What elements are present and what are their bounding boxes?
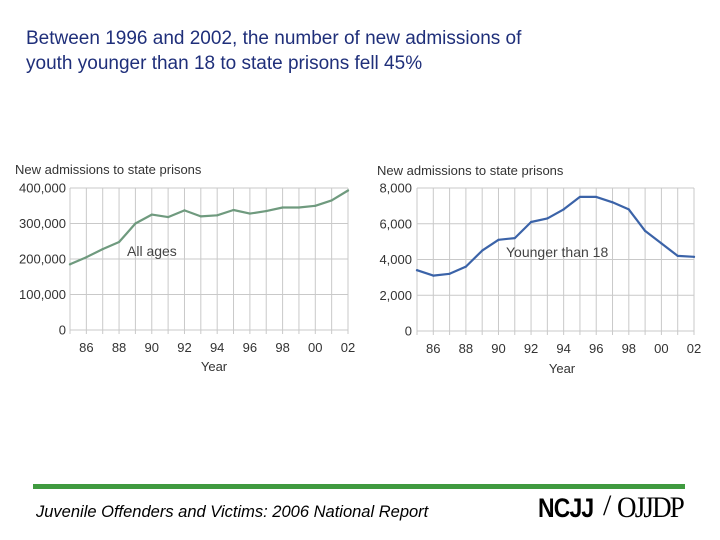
data-point xyxy=(199,215,202,218)
data-point xyxy=(676,254,679,258)
x-tick-label: 92 xyxy=(524,341,538,356)
x-tick-label: 94 xyxy=(556,341,570,356)
footer-report-title: Juvenile Offenders and Victims: 2006 Nat… xyxy=(36,503,429,521)
chart-under-18: New admissions to state prisons 8,000 6,00… xyxy=(377,163,701,376)
data-point xyxy=(464,265,467,268)
x-tick-label: 86 xyxy=(426,341,440,356)
data-point xyxy=(101,247,104,251)
series-annotation: All ages xyxy=(127,243,177,259)
y-tick-label: 400,000 xyxy=(19,181,66,196)
ojjdp-logo: OJJDP xyxy=(617,491,685,524)
x-tick-label: 96 xyxy=(243,340,257,355)
x-tick-label: 00 xyxy=(654,341,668,356)
x-tick-label: 98 xyxy=(622,341,636,356)
data-point xyxy=(314,204,317,207)
data-point xyxy=(627,208,630,211)
ncjj-logo: NCJJ xyxy=(538,493,594,523)
x-tick-label: 98 xyxy=(275,340,289,355)
x-tick-label: 96 xyxy=(589,341,603,356)
y-tick-label: 300,000 xyxy=(19,216,66,231)
data-point xyxy=(692,255,696,258)
x-tick-label: 86 xyxy=(79,340,93,355)
data-point xyxy=(85,256,88,259)
y-tick-label: 8,000 xyxy=(379,181,412,196)
data-point xyxy=(281,206,284,209)
x-tick-label: 88 xyxy=(459,341,473,356)
y-tick-label: 4,000 xyxy=(379,252,412,267)
x-tick-label: 92 xyxy=(177,340,191,355)
data-point xyxy=(611,201,614,204)
x-tick-label: 02 xyxy=(341,340,355,355)
x-tick-label: 90 xyxy=(491,341,505,356)
x-tick-label: 02 xyxy=(687,341,701,356)
data-point xyxy=(578,195,582,199)
data-point xyxy=(216,214,219,217)
x-axis-title: Year xyxy=(201,359,228,374)
data-point xyxy=(529,220,533,224)
slide-title: Between 1996 and 2002, the number of new… xyxy=(26,26,686,76)
x-axis-title: Year xyxy=(549,361,576,376)
slide-title-line-1: Between 1996 and 2002, the number of new… xyxy=(26,28,522,49)
data-point xyxy=(415,269,419,272)
data-point xyxy=(117,240,121,244)
y-tick-label: 0 xyxy=(59,323,66,338)
series-line-under-18 xyxy=(415,195,696,277)
y-axis-title: New admissions to state prisons xyxy=(377,163,564,178)
y-tick-label: 6,000 xyxy=(379,216,412,231)
logo-separator-icon: / xyxy=(603,489,612,522)
data-point xyxy=(297,206,301,209)
data-point xyxy=(265,209,268,213)
x-tick-label: 00 xyxy=(308,340,322,355)
data-point xyxy=(481,249,484,252)
data-point xyxy=(134,222,137,225)
y-tick-label: 100,000 xyxy=(19,287,66,302)
data-point xyxy=(150,213,153,216)
charts-area: New admissions to state prisons 400,000 30… xyxy=(15,162,701,376)
x-tick-label: 88 xyxy=(112,340,126,355)
data-point xyxy=(562,208,565,211)
data-point xyxy=(167,216,170,219)
series-annotation: Younger than 18 xyxy=(506,244,608,260)
x-tick-label: 94 xyxy=(210,340,224,355)
chart-all-ages: New admissions to state prisons 400,000 30… xyxy=(15,162,355,374)
data-point xyxy=(660,242,663,245)
y-tick-label: 200,000 xyxy=(19,252,66,267)
data-point xyxy=(346,189,350,192)
footer-divider xyxy=(33,484,685,489)
data-point xyxy=(183,209,186,212)
data-point xyxy=(330,199,333,202)
data-point xyxy=(497,238,500,241)
slide-title-line-2: youth younger than 18 to state prisons f… xyxy=(26,53,423,74)
x-tick-label: 90 xyxy=(145,340,159,355)
series-line-all-ages xyxy=(68,189,350,266)
data-point xyxy=(232,208,235,212)
data-point xyxy=(248,212,251,215)
data-point xyxy=(644,229,647,232)
data-point xyxy=(448,272,451,275)
y-tick-label: 0 xyxy=(405,324,412,339)
data-point xyxy=(513,236,516,240)
y-tick-label: 2,000 xyxy=(379,288,412,303)
data-point xyxy=(546,217,549,220)
data-point xyxy=(68,263,72,266)
data-point xyxy=(432,274,435,277)
data-point xyxy=(595,195,598,199)
y-axis-title: New admissions to state prisons xyxy=(15,162,202,177)
